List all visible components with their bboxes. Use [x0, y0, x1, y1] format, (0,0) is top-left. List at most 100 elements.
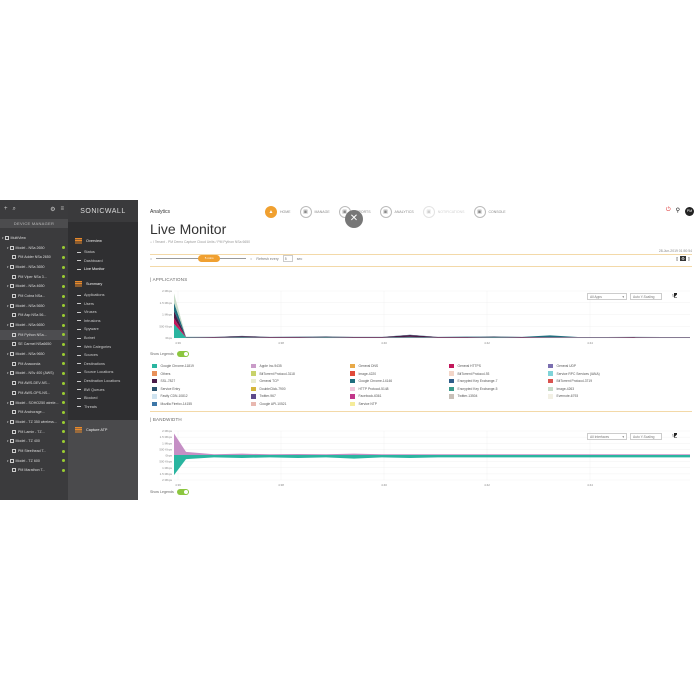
- tree-item[interactable]: ▾ Model - NSa 5650: [0, 301, 68, 311]
- tree-item[interactable]: SE Carmel NSa6650: [0, 340, 68, 350]
- auto-y-scaling-button[interactable]: Auto Y-Scaling: [630, 433, 662, 440]
- tree-item[interactable]: PM AWS-DEV-NS...: [0, 378, 68, 388]
- tree-item[interactable]: PM Python NSa...: [0, 329, 68, 340]
- collapse-icon[interactable]: ▾: [7, 284, 9, 289]
- checkbox[interactable]: [9, 439, 14, 444]
- checkbox[interactable]: [9, 245, 14, 250]
- checkbox[interactable]: [12, 361, 16, 366]
- legend-item[interactable]: BitTorrent Protocol-3118: [251, 371, 350, 377]
- legend-item[interactable]: Image-4263: [548, 386, 647, 392]
- info-icon[interactable]: ▯: [687, 256, 690, 261]
- tree-item[interactable]: PM Asp NSa 56...: [0, 311, 68, 321]
- checkbox[interactable]: [9, 303, 14, 308]
- tree-item[interactable]: ▾ Model - TZ 400: [0, 436, 68, 446]
- line-chart-icon[interactable]: ⌇: [672, 293, 674, 298]
- legend-item[interactable]: Service Entry: [152, 386, 251, 392]
- tree-item[interactable]: PM AWS-OPS-NS...: [0, 388, 68, 398]
- legend-item[interactable]: Encrypted Key Exchange-7: [449, 378, 548, 384]
- add-icon[interactable]: +: [4, 206, 8, 212]
- checkbox[interactable]: [9, 458, 14, 463]
- nav-item[interactable]: Spyware: [68, 325, 138, 334]
- nav-overview[interactable]: Overview: [68, 234, 138, 248]
- checkbox[interactable]: [12, 293, 16, 298]
- nav-item[interactable]: Dashboard: [68, 257, 138, 266]
- tree-item[interactable]: ▾ Model - NSa 2650: [0, 243, 68, 253]
- checkbox[interactable]: [12, 468, 16, 473]
- checkbox[interactable]: [9, 400, 14, 405]
- checkbox[interactable]: [9, 323, 14, 328]
- legend-item[interactable]: SSL-7827: [152, 378, 251, 384]
- tree-item[interactable]: ▾ Model - NSa 9650: [0, 349, 68, 359]
- legend-item[interactable]: General DNS: [350, 363, 449, 369]
- legend-item[interactable]: BitTorrent Protocol-93: [449, 371, 548, 377]
- checkbox[interactable]: [9, 371, 14, 376]
- collapse-icon[interactable]: ▾: [7, 419, 9, 424]
- checkbox[interactable]: [12, 255, 16, 260]
- nav-capture-atp[interactable]: Capture ATP: [68, 423, 138, 437]
- legend-item[interactable]: General TCP: [251, 378, 350, 384]
- tree-item[interactable]: PM Marathon T...: [0, 466, 68, 476]
- tree-item[interactable]: PM Lamin - TZ...: [0, 427, 68, 437]
- nav-item[interactable]: Intrusions: [68, 317, 138, 326]
- nav-item[interactable]: Sources: [68, 351, 138, 360]
- checkbox[interactable]: [12, 381, 16, 386]
- avatar[interactable]: PM: [685, 207, 694, 216]
- legend-item[interactable]: Fastly CDN-10812: [152, 393, 251, 399]
- pause-icon[interactable]: ▯: [676, 256, 679, 261]
- tree-item[interactable]: PM Anaconda: [0, 359, 68, 369]
- checkbox[interactable]: [12, 332, 16, 337]
- legend-item[interactable]: Apple Inc-9435: [251, 363, 350, 369]
- settings-icon[interactable]: ⚙: [50, 206, 56, 213]
- breadcrumb-text[interactable]: / Tenant - PM Demo Capture Cloud Units /…: [153, 240, 250, 244]
- legend-item[interactable]: Facebook-6361: [350, 393, 449, 399]
- nav-console[interactable]: ▣ CONSOLE: [473, 206, 506, 218]
- legend-item[interactable]: General UDP: [548, 363, 647, 369]
- tree-item[interactable]: ▾ Model - NSv 400 (AWS): [0, 369, 68, 379]
- checkbox[interactable]: [12, 274, 16, 279]
- tree-item[interactable]: PM Viper NSa 3...: [0, 272, 68, 282]
- line-chart-icon[interactable]: ⌇: [672, 433, 674, 438]
- nav-item[interactable]: Destinations: [68, 360, 138, 369]
- nav-item[interactable]: Destination Locations: [68, 377, 138, 386]
- tree-item[interactable]: ▾ Model - NSa 6650: [0, 320, 68, 330]
- nav-item[interactable]: Blocked: [68, 394, 138, 403]
- nav-item[interactable]: Live Monitor: [68, 265, 138, 274]
- settings-button[interactable]: ⚙: [680, 256, 686, 261]
- checkbox[interactable]: [9, 264, 14, 269]
- close-button[interactable]: ✕: [345, 210, 363, 228]
- checkbox[interactable]: [9, 352, 14, 357]
- apps-filter-dropdown[interactable]: All Apps ▾: [587, 293, 627, 300]
- legend-item[interactable]: Google Chrome-14146: [350, 378, 449, 384]
- tree-item[interactable]: PM Anchorage...: [0, 407, 68, 417]
- location-icon[interactable]: ⚲: [675, 208, 680, 214]
- refresh-input[interactable]: 5: [282, 255, 293, 262]
- nav-item[interactable]: Botnet: [68, 334, 138, 343]
- checkbox[interactable]: [12, 410, 16, 415]
- nav-analytics[interactable]: ▣ ANALYTICS: [379, 206, 414, 218]
- legend-item[interactable]: Mozilla Firefox-14155: [152, 401, 251, 407]
- auto-y-scaling-button[interactable]: Auto Y-Scaling: [630, 293, 662, 300]
- collapse-icon[interactable]: ▾: [7, 264, 9, 269]
- nav-manage[interactable]: ▣ MANAGE: [299, 206, 330, 218]
- collapse-icon[interactable]: ▾: [7, 371, 9, 376]
- tree-item[interactable]: ▾ Model - NSa 4650: [0, 281, 68, 291]
- nav-item[interactable]: Source Locations: [68, 368, 138, 377]
- legend-item[interactable]: Encrypted Key Exchange-5: [449, 386, 548, 392]
- checkbox[interactable]: [12, 342, 16, 347]
- collapse-icon[interactable]: ▾: [7, 458, 9, 463]
- legend-item[interactable]: Service NTP: [350, 401, 449, 407]
- checkbox[interactable]: [12, 313, 16, 318]
- collapse-icon[interactable]: ▾: [7, 400, 9, 405]
- tree-item[interactable]: ▾ Model - NSa 3650: [0, 262, 68, 272]
- list-icon[interactable]: ≡: [60, 206, 64, 212]
- toggle-switch[interactable]: [176, 351, 189, 357]
- checkbox[interactable]: [12, 448, 16, 453]
- tree-item[interactable]: ▾ Model - TZ 600: [0, 456, 68, 466]
- area-chart-icon[interactable]: ◢: [673, 293, 678, 298]
- nav-item[interactable]: Users: [68, 299, 138, 308]
- legend-item[interactable]: Service RPC Services (IANA): [548, 371, 647, 377]
- tree-item[interactable]: ▾ MultiView: [0, 233, 68, 243]
- nav-home[interactable]: ▲ HOME: [265, 206, 291, 218]
- collapse-icon[interactable]: ▾: [7, 323, 9, 328]
- collapse-icon[interactable]: ▾: [7, 245, 9, 250]
